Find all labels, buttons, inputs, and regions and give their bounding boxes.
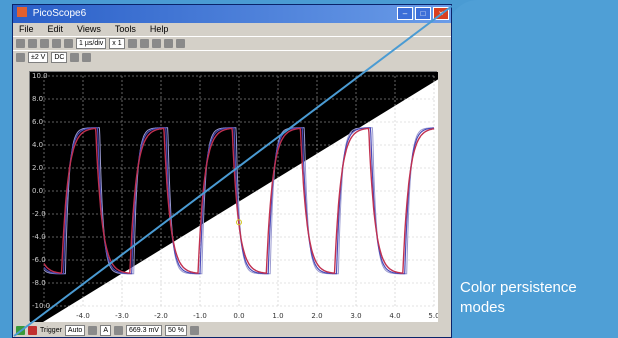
channel-b-icon[interactable] (70, 53, 80, 62)
app-icon (17, 7, 27, 17)
x-tick-label: 5.0 (428, 312, 438, 320)
persistence-mode-icon[interactable] (28, 39, 37, 48)
app-window: PicoScope6 – □ × File Edit Views Tools H… (12, 4, 452, 338)
range-select[interactable]: ±2 V (28, 52, 49, 63)
y-tick-label: 8.0 (32, 95, 43, 103)
maximize-button[interactable]: □ (415, 7, 431, 20)
x-tick-label: -3.0 (115, 312, 129, 320)
x-tick-label: 1.0 (272, 312, 283, 320)
probe-icon[interactable] (64, 39, 73, 48)
x-tick-label: 2.0 (311, 312, 322, 320)
zoom-select[interactable]: x 1 (109, 38, 125, 49)
measure-icon[interactable] (52, 39, 61, 48)
waveform-plot: -4.0 -3.0 -2.0 -1.0 0.0 1.0 2.0 3.0 4.0 5.0 10.0 8.… (30, 72, 438, 322)
y-tick-label: 6.0 (32, 118, 43, 126)
trigger-level-field[interactable]: 669.3 mV (126, 324, 162, 336)
y-tick-label: 0.0 (32, 187, 43, 195)
menu-file[interactable]: File (19, 24, 34, 34)
x-tick-label: -2.0 (154, 312, 168, 320)
minimize-button[interactable]: – (397, 7, 413, 20)
y-tick-label: 10.0 (32, 72, 48, 80)
channel-options-icon[interactable] (82, 53, 92, 62)
trigger-options-icon[interactable] (114, 325, 123, 335)
window-title: PicoScope6 (32, 8, 87, 19)
y-tick-label: 2.0 (32, 164, 43, 172)
close-button[interactable]: × (433, 7, 449, 20)
y-tick-label: -2.0 (32, 210, 46, 218)
main-toolbar: 1 µs/div x 1 (13, 36, 451, 50)
menu-tools[interactable]: Tools (114, 24, 136, 34)
y-tick-label: -6.0 (32, 256, 46, 264)
trigger-mode-select[interactable]: Auto (64, 324, 86, 336)
trigger-edge-icon[interactable] (88, 325, 98, 335)
delay-icon[interactable] (189, 325, 199, 335)
x-tick-label: 4.0 (389, 312, 400, 320)
y-tick-label: -8.0 (32, 279, 46, 287)
undo-zoom-icon[interactable] (175, 39, 185, 48)
menu-edit[interactable]: Edit (47, 24, 64, 34)
pointer-icon[interactable] (127, 39, 137, 48)
x-tick-label: -1.0 (193, 312, 207, 320)
menu-views[interactable]: Views (77, 24, 101, 34)
scope-view[interactable]: -4.0 -3.0 -2.0 -1.0 0.0 1.0 2.0 3.0 4.0 5.0 10.0 8.… (29, 71, 438, 322)
run-icon[interactable] (16, 325, 25, 335)
caption: Color persistence modes (460, 279, 577, 316)
x-tick-label: -4.0 (76, 312, 90, 320)
menu-help[interactable]: Help (149, 24, 169, 34)
scope-mode-icon[interactable] (16, 39, 25, 48)
status-bar: Trigger Auto A 669.3 mV 50 % (13, 323, 451, 337)
x-tick-label: 0.0 (233, 312, 244, 320)
title-bar: PicoScope6 – □ × (13, 5, 451, 23)
coupling-select[interactable]: DC (51, 52, 68, 63)
y-tick-label: -10.0 (32, 302, 50, 310)
promo-panel (448, 0, 618, 338)
y-tick-label: 4.0 (32, 141, 43, 149)
y-tick-label: -4.0 (32, 233, 46, 241)
channel-toolbar: ±2 V DC (13, 50, 451, 64)
timebase-select[interactable]: 1 µs/div (76, 38, 107, 49)
pretrigger-field[interactable]: 50 % (164, 324, 187, 336)
zoom-out-icon[interactable] (163, 39, 173, 48)
x-tick-label: 3.0 (350, 312, 361, 320)
window-controls: – □ × (397, 7, 449, 20)
spectrum-mode-icon[interactable] (40, 39, 49, 48)
channel-a-icon[interactable] (16, 53, 25, 62)
hand-icon[interactable] (139, 39, 149, 48)
stop-icon[interactable] (28, 325, 37, 335)
zoom-in-icon[interactable] (151, 39, 161, 48)
menu-bar: File Edit Views Tools Help (13, 23, 451, 36)
trigger-label: Trigger (40, 326, 62, 334)
trigger-channel-select[interactable]: A (100, 324, 111, 336)
